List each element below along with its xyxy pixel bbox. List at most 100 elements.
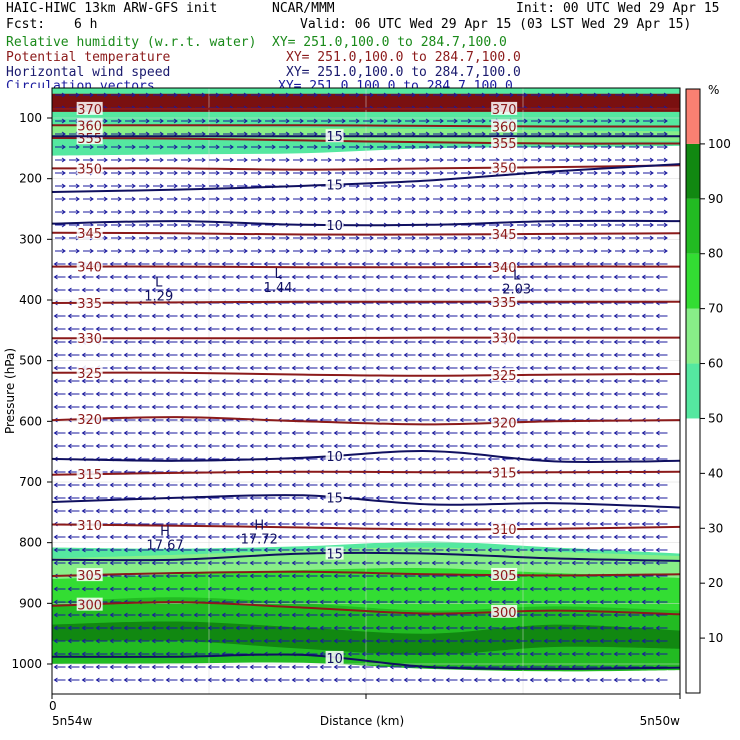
wind-vector — [657, 118, 668, 124]
wind-vector — [573, 118, 584, 124]
field-xy-rh: XY= 251.0,100.0 to 284.7,100.0 — [272, 35, 507, 50]
wind-vector — [531, 235, 542, 241]
wind-vector-head — [285, 196, 290, 202]
wind-vector — [109, 313, 122, 319]
wind-vector — [615, 144, 626, 150]
wind-vector-head — [467, 183, 472, 189]
wind-vector — [641, 313, 654, 319]
wind-vector-head — [635, 248, 640, 254]
wind-vector-head — [439, 92, 444, 98]
wind-vector — [613, 326, 626, 332]
wind-vector-head — [663, 144, 668, 150]
wind-vector-head — [299, 144, 304, 150]
wind-vector — [223, 248, 234, 254]
model-title: HAIC-HIWC 13km ARW-GFS init — [6, 1, 218, 16]
wind-vector-head — [53, 326, 58, 332]
wind-vector-head — [355, 196, 360, 202]
wind-vector — [181, 118, 192, 124]
wind-vector-head — [571, 274, 576, 280]
wind-vector — [557, 274, 570, 280]
wind-vector-head — [103, 222, 108, 228]
wind-vector — [529, 261, 542, 267]
wind-vector-head — [187, 222, 192, 228]
wind-vector-head — [361, 287, 366, 293]
wind-vector — [153, 118, 164, 124]
wind-vector — [419, 144, 430, 150]
wind-vector — [167, 144, 178, 150]
wind-vector-head — [579, 209, 584, 215]
wind-vector — [657, 183, 668, 189]
wind-vector-head — [557, 352, 562, 358]
wind-vector — [375, 274, 388, 280]
wind-vector — [419, 170, 430, 176]
wind-vector-head — [187, 157, 192, 163]
wind-vector — [587, 92, 598, 98]
wind-vector-head — [257, 157, 262, 163]
wind-vector-head — [627, 287, 632, 293]
wind-vector-head — [305, 274, 310, 280]
wind-vector-head — [61, 183, 66, 189]
wind-vector-head — [131, 196, 136, 202]
wind-vector — [391, 248, 402, 254]
wind-vector — [503, 92, 514, 98]
wind-vector — [97, 157, 108, 163]
wind-vector-head — [663, 92, 668, 98]
wind-vector-head — [285, 235, 290, 241]
wind-vector — [571, 274, 584, 280]
wind-vector-head — [383, 235, 388, 241]
wind-vector — [655, 326, 668, 332]
wind-vector-head — [95, 352, 100, 358]
wind-vector — [585, 313, 598, 319]
wind-vector — [473, 313, 486, 319]
wind-vector-head — [207, 313, 212, 319]
wind-vector — [221, 287, 234, 293]
wind-vector — [489, 92, 500, 98]
wind-vector-head — [333, 352, 338, 358]
wind-vector — [307, 92, 318, 98]
wind-vector — [291, 352, 304, 358]
wind-vector-head — [571, 313, 576, 319]
wind-vector — [209, 183, 220, 189]
wind-vector — [55, 170, 66, 176]
wind-vector — [349, 92, 360, 98]
wind-vector-head — [67, 339, 72, 345]
wind-vector — [559, 118, 570, 124]
wind-vector — [461, 183, 472, 189]
wind-vector-head — [621, 157, 626, 163]
wind-vector — [447, 235, 458, 241]
wind-vector — [599, 326, 612, 332]
wind-vector-head — [187, 196, 192, 202]
wind-vector-head — [159, 118, 164, 124]
wind-vector — [503, 183, 514, 189]
wind-vector — [389, 313, 402, 319]
wind-vector — [111, 144, 122, 150]
wind-vector-head — [453, 118, 458, 124]
wind-vector — [237, 209, 248, 215]
wind-vector — [181, 92, 192, 98]
wind-vector-head — [571, 352, 576, 358]
wind-vector-head — [305, 352, 310, 358]
wind-vector-head — [103, 235, 108, 241]
wind-vector — [571, 326, 584, 332]
wind-vector-head — [117, 118, 122, 124]
wind-vector-head — [523, 92, 528, 98]
wind-vector-head — [383, 183, 388, 189]
wind-vector-head — [565, 170, 570, 176]
wind-vector-head — [67, 352, 72, 358]
wind-vector — [165, 261, 178, 267]
wind-vector — [237, 170, 248, 176]
wind-vector — [333, 339, 346, 345]
wind-vector — [615, 157, 626, 163]
wind-vector — [277, 274, 290, 280]
wind-vector — [125, 183, 136, 189]
wind-vector-head — [389, 287, 394, 293]
wind-vector — [475, 157, 486, 163]
wind-vector — [587, 157, 598, 163]
wind-vector-head — [151, 339, 156, 345]
wind-vector-head — [235, 339, 240, 345]
wind-vector — [601, 209, 612, 215]
wind-vector — [641, 326, 654, 332]
wind-vector — [459, 326, 472, 332]
wind-vector-head — [383, 248, 388, 254]
wind-vector — [377, 248, 388, 254]
